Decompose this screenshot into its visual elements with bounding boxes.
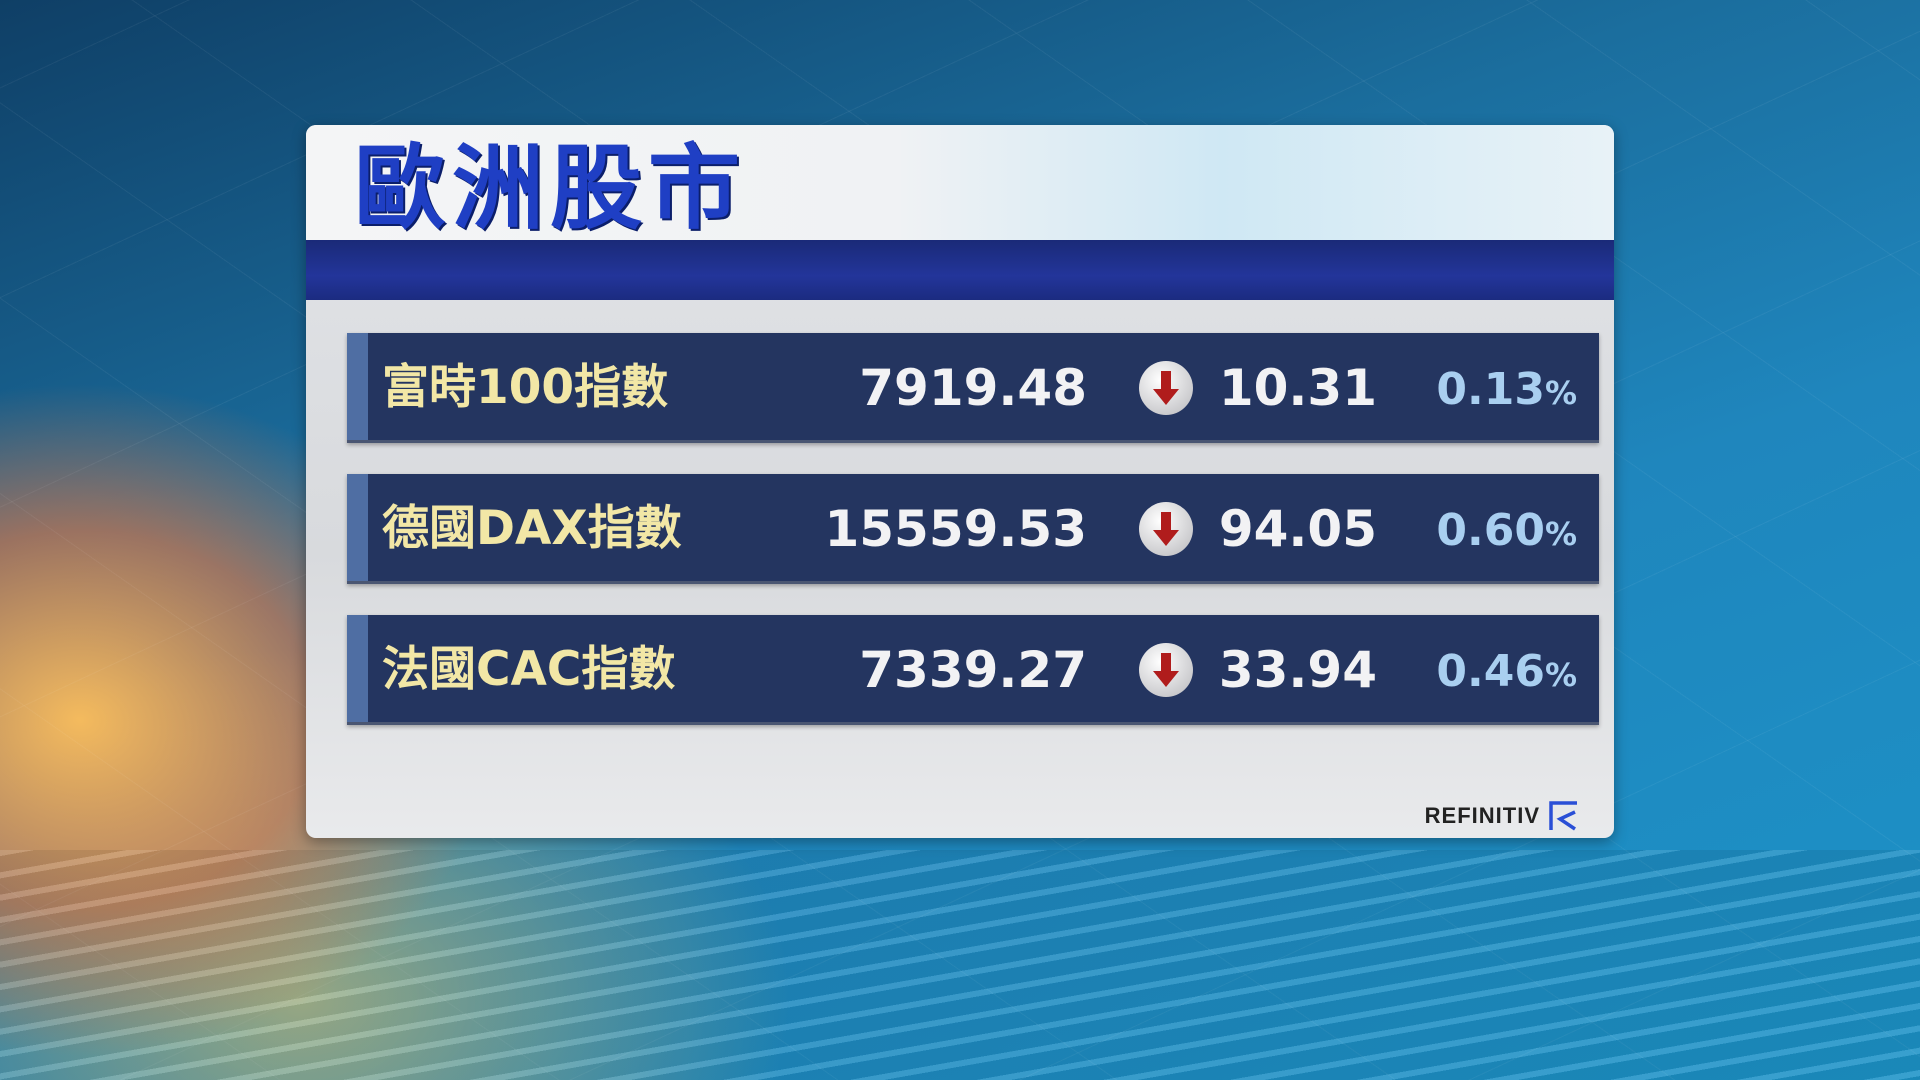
percent-value: 0.46: [1436, 646, 1545, 697]
index-percent: 0.60%: [1436, 474, 1577, 591]
percent-value: 0.13: [1436, 364, 1545, 415]
index-change: 10.31: [1218, 359, 1377, 417]
index-percent: 0.46%: [1436, 615, 1577, 732]
down-arrow-icon: [1139, 361, 1193, 415]
header-band: [306, 240, 1614, 300]
index-percent: 0.13%: [1436, 333, 1577, 450]
percent-value: 0.60: [1436, 505, 1545, 556]
index-row-ftse: 富時100指數 7919.48 10.31 0.13%: [347, 333, 1599, 443]
row-accent: [347, 615, 368, 722]
page-title: 歐洲股市: [354, 135, 747, 242]
index-value: 7339.27: [859, 641, 1087, 699]
percent-sign: %: [1544, 656, 1577, 694]
refinitiv-logo: REFINITIV: [1425, 800, 1580, 832]
logo-text: REFINITIV: [1424, 803, 1540, 828]
background-floor: [0, 850, 1920, 1080]
percent-sign: %: [1544, 374, 1577, 412]
index-value: 15559.53: [824, 500, 1087, 558]
index-change: 33.94: [1218, 641, 1377, 699]
down-arrow-icon: [1139, 643, 1193, 697]
index-row-cac: 法國CAC指數 7339.27 33.94 0.46%: [347, 615, 1599, 725]
index-name: 法國CAC指數: [382, 642, 676, 697]
index-name: 富時100指數: [382, 360, 669, 415]
index-value: 7919.48: [859, 359, 1087, 417]
down-arrow-icon: [1139, 502, 1193, 556]
market-panel: 歐洲股市 富時100指數 7919.48 10.31 0.13% 德國DAX指數…: [306, 125, 1614, 838]
refinitiv-mark-icon: [1549, 801, 1577, 831]
index-row-dax: 德國DAX指數 15559.53 94.05 0.60%: [347, 474, 1599, 584]
index-change: 94.05: [1218, 500, 1377, 558]
percent-sign: %: [1544, 515, 1577, 553]
index-name: 德國DAX指數: [382, 501, 682, 556]
title-area: 歐洲股市: [306, 125, 1614, 240]
row-accent: [347, 333, 368, 440]
row-accent: [347, 474, 368, 581]
